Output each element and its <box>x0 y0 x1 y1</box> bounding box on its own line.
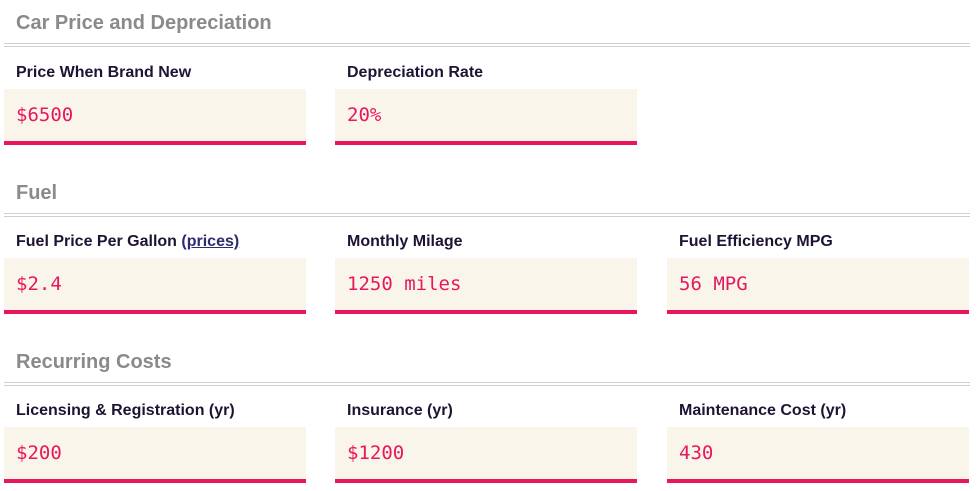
depreciation-rate-value[interactable]: 20% <box>347 104 382 126</box>
licensing-input[interactable]: $200 <box>4 427 306 483</box>
section-divider <box>4 43 970 47</box>
price-new-label: Price When Brand New <box>16 64 192 81</box>
fuel-price-label: Fuel Price Per Gallon (prices) <box>16 232 239 252</box>
section-title-car-price: Car Price and Depreciation <box>16 12 272 34</box>
price-new-value[interactable]: $6500 <box>16 104 74 126</box>
section-divider <box>4 213 970 217</box>
insurance-label: Insurance (yr) <box>347 402 453 419</box>
depreciation-rate-label: Depreciation Rate <box>347 64 484 81</box>
depreciation-rate-input[interactable]: 20% <box>335 89 637 145</box>
licensing-label: Licensing & Registration (yr) <box>16 402 235 419</box>
fuel-efficiency-value[interactable]: 56 MPG <box>679 273 748 295</box>
prices-link[interactable]: (prices) <box>181 233 240 250</box>
monthly-milage-value[interactable]: 1250 miles <box>347 273 462 295</box>
maintenance-value[interactable]: 430 <box>679 442 714 464</box>
fuel-efficiency-input[interactable]: 56 MPG <box>667 258 969 314</box>
fuel-price-value[interactable]: $2.4 <box>16 273 62 295</box>
fuel-price-input[interactable]: $2.4 <box>4 258 306 314</box>
section-title-recurring-costs: Recurring Costs <box>16 351 172 373</box>
section-divider <box>4 382 970 386</box>
maintenance-input[interactable]: 430 <box>667 427 969 483</box>
insurance-input[interactable]: $1200 <box>335 427 637 483</box>
price-new-input[interactable]: $6500 <box>4 89 306 145</box>
insurance-value[interactable]: $1200 <box>347 442 405 464</box>
maintenance-label: Maintenance Cost (yr) <box>679 402 847 419</box>
fuel-efficiency-label: Fuel Efficiency MPG <box>679 233 833 250</box>
fuel-price-label-text: Fuel Price Per Gallon <box>16 233 177 250</box>
section-title-fuel: Fuel <box>16 182 58 204</box>
licensing-value[interactable]: $200 <box>16 442 62 464</box>
monthly-milage-input[interactable]: 1250 miles <box>335 258 637 314</box>
monthly-milage-label: Monthly Milage <box>347 233 463 250</box>
